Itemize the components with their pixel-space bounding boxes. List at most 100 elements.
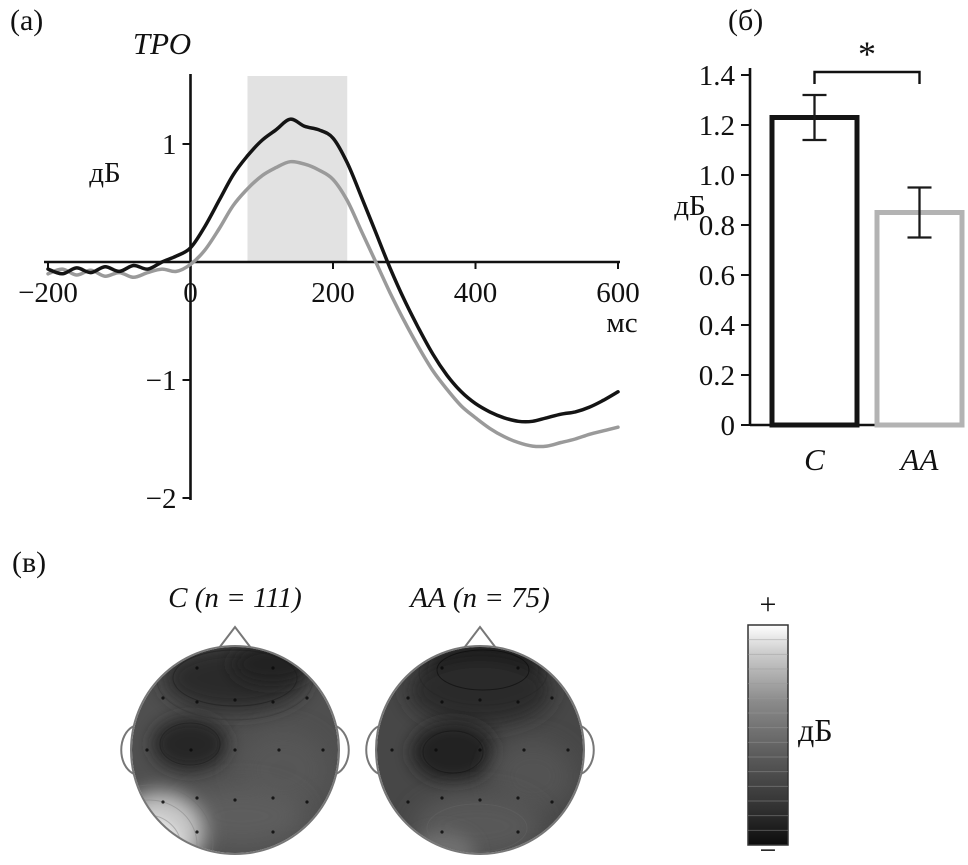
electrode-dot [195, 700, 199, 704]
electrode-dot [478, 798, 482, 802]
electrode-dot [161, 696, 165, 700]
left-ear-icon [120, 725, 135, 775]
electrode-dot [145, 748, 149, 752]
bar-АА [874, 210, 965, 428]
category-label-C: C [804, 442, 825, 477]
y-tick-label: 0 [721, 410, 736, 442]
electrode-dot [478, 748, 482, 752]
y-tick-label: 0.4 [699, 310, 736, 342]
electrode-dot [277, 748, 281, 752]
panel-a-label: (а) [10, 4, 44, 37]
contour-line [132, 799, 198, 853]
electrode-dot [406, 800, 410, 804]
electrode-dot [550, 696, 554, 700]
y-tick-label: 1 [162, 129, 177, 161]
right-ear-icon [335, 725, 350, 775]
colorbar-minus-label: − [759, 834, 777, 865]
series-line-C [46, 117, 620, 424]
y-tick-label: 1.0 [699, 160, 735, 192]
colorbar [747, 624, 789, 846]
amplitude-bar-chart: 0 0.2 0.4 0.6 0.8 1.0 1.2 1.4 дБ * C АА [674, 34, 965, 477]
head-outline [375, 645, 585, 855]
electrode-dot [478, 698, 482, 702]
erp-line-chart: −200 0 200 400 600 1 −1 −2 ТРО дБ мс [18, 26, 640, 515]
electrode-dot [321, 748, 325, 752]
electrode-dot [440, 700, 444, 704]
electrode-dot [440, 830, 444, 834]
contour-line [426, 803, 528, 853]
bar-C [769, 115, 860, 428]
electrode-dot [566, 748, 570, 752]
electrode-dot [516, 700, 520, 704]
topomap-aa [365, 625, 595, 855]
contour-line [172, 649, 298, 707]
field-blob [152, 717, 228, 771]
electrode-dot [516, 666, 520, 670]
category-label-АА: АА [899, 442, 940, 477]
colorbar-gradient [747, 624, 789, 846]
electrode-dot [271, 830, 275, 834]
series-line-АА [46, 159, 620, 449]
electrode-dot [550, 800, 554, 804]
electrode-dot [516, 830, 520, 834]
y-tick-label: −2 [146, 483, 177, 515]
electrode-dot [195, 666, 199, 670]
significance-bracket [813, 70, 921, 84]
topomap-c-title: C (n = 111) [168, 582, 302, 614]
contour-line [436, 649, 530, 691]
y-tick-label: 0.2 [699, 360, 735, 392]
highlight-window [247, 76, 348, 262]
left-ear-icon [365, 725, 380, 775]
electrode-dot [305, 696, 309, 700]
y-tick-label: 1.4 [699, 60, 736, 92]
x-tick-label: 400 [454, 277, 498, 309]
field-blob [491, 740, 575, 812]
right-ear-icon [580, 725, 595, 775]
panel-c-label: (в) [12, 546, 47, 579]
colorbar-plus-label: + [759, 588, 777, 621]
x-axis-unit: мс [606, 307, 637, 339]
y-axis-unit: дБ [674, 190, 705, 222]
topomap-aa-title: АА (n = 75) [410, 582, 550, 614]
x-tick-label: −200 [18, 277, 78, 309]
y-tick-label: 0.6 [699, 260, 735, 292]
electrode-dot [233, 698, 237, 702]
electrode-dot [516, 796, 520, 800]
field-blob [411, 722, 495, 782]
electrode-dot [271, 666, 275, 670]
electrode-dot [189, 748, 193, 752]
electrode-dot [271, 796, 275, 800]
electrode-dot [305, 800, 309, 804]
x-tick-label: 200 [311, 277, 355, 309]
electrode-dot [161, 800, 165, 804]
electrode-dot [195, 830, 199, 834]
significance-star: * [858, 34, 876, 74]
y-tick-label: 1.2 [699, 110, 735, 142]
x-tick-label: 0 [183, 277, 198, 309]
contour-line [132, 784, 214, 853]
electrode-dot [522, 748, 526, 752]
contour-line [422, 730, 484, 774]
contour-line [159, 722, 221, 766]
electrode-dot [271, 700, 275, 704]
topomap-c [120, 625, 350, 855]
scalp-field [132, 647, 338, 853]
y-tick-label: 0.8 [699, 210, 735, 242]
chart-title: ТРО [133, 26, 191, 61]
electrode-dot [440, 666, 444, 670]
electrode-dot [233, 748, 237, 752]
field-blob [408, 654, 552, 726]
contour-line [418, 647, 548, 706]
electrode-dot [434, 748, 438, 752]
electrode-dot [390, 748, 394, 752]
x-tick-label: 600 [596, 277, 640, 309]
electrode-dot [233, 798, 237, 802]
panel-b-label: (б) [728, 4, 764, 37]
electrode-dot [440, 796, 444, 800]
electrode-dot [195, 796, 199, 800]
electrode-dot [406, 696, 410, 700]
y-axis-unit: дБ [89, 157, 120, 189]
y-tick-label: −1 [146, 365, 177, 397]
colorbar-unit-label: дБ [798, 712, 833, 748]
